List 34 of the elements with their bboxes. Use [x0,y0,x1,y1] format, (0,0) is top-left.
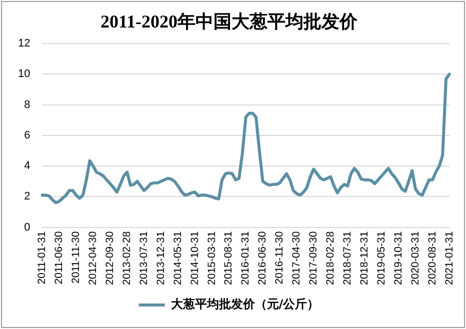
x-tick-label: 2017-04-30 [290,231,303,286]
y-tick-label: 6 [24,129,30,142]
x-tick-label: 2012-09-30 [104,231,116,286]
y-tick-label: 10 [18,68,30,80]
x-tick-label: 2013-02-28 [120,231,133,286]
y-tick-label: 0 [24,221,30,234]
x-tick-label: 2014-05-31 [172,231,184,286]
x-tick-label: 2015-03-31 [206,231,218,286]
x-tick-label: 2019-10-31 [392,231,404,286]
x-tick-label: 2018-02-28 [324,231,337,286]
x-tick-label: 2019-05-31 [375,231,388,286]
x-tick-label: 2014-10-31 [188,231,201,286]
x-tick-label: 2013-12-31 [154,231,167,286]
x-tick-label: 2020-03-31 [409,231,422,286]
x-tick-label: 2012-04-30 [87,231,100,286]
x-tick-label: 2016-01-31 [240,231,252,286]
x-tick-label: 2011-11-30 [70,231,82,284]
x-tick-label: 2018-12-31 [358,231,370,286]
legend-label: 大葱平均批发价（元/公斤） [170,297,320,312]
x-tick-label: 2020-08-31 [426,231,438,286]
x-tick-label: 2021-01-31 [443,231,456,286]
x-tick-label: 2011-01-31 [36,231,48,284]
y-tick-label: 2 [24,190,30,203]
chart-title: 2011-2020年中国大葱平均批发价 [100,11,358,32]
x-tick-label: 2015-08-31 [222,231,235,286]
y-tick-label: 12 [18,38,30,50]
x-tick-label: 2016-06-30 [256,231,269,286]
y-tick-label: 4 [24,160,30,172]
x-tick-label: 2017-09-30 [308,231,320,286]
x-tick-label: 2011-06-30 [53,231,66,284]
y-tick-label: 8 [24,98,30,111]
x-tick-label: 2016-11-30 [274,231,286,284]
x-tick-label: 2013-07-31 [138,231,150,286]
x-tick-label: 2018-07-31 [342,231,354,286]
